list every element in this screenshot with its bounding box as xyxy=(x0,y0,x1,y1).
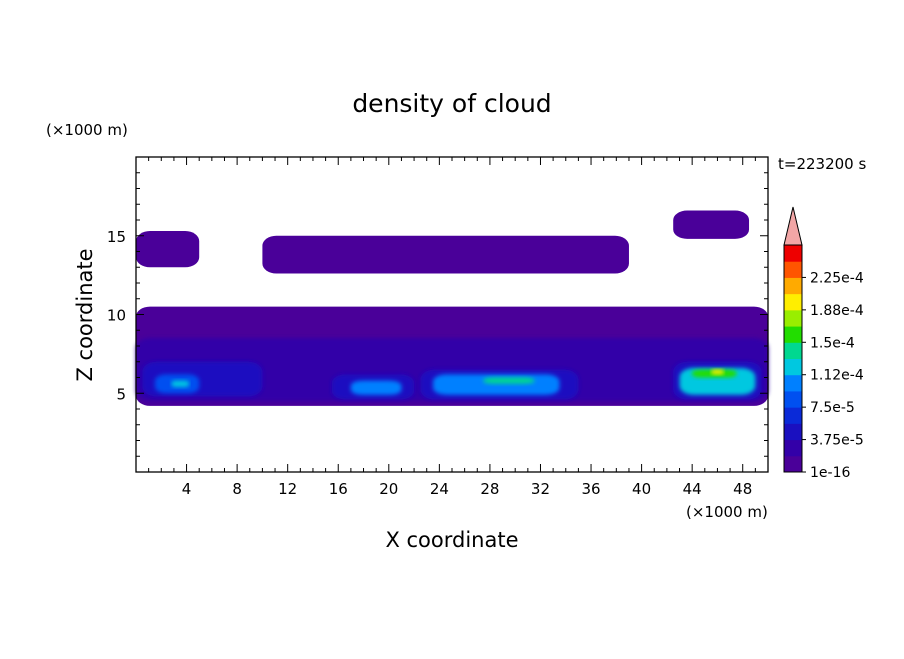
colorbar-label-3: 1.12e-4 xyxy=(810,368,864,384)
cloud-region-7 xyxy=(171,380,190,387)
x-tick-label-28: 28 xyxy=(480,480,499,498)
colorbar-label-0: 1e-16 xyxy=(810,465,850,481)
colorbar-segment-11 xyxy=(784,277,802,295)
colorbar-segment-13 xyxy=(784,245,802,262)
colorbar-label-6: 2.25e-4 xyxy=(810,270,864,286)
colorbar: 1e-16 3.75e-5 7.5e-5 1.12e-4 1.5e-4 1.88e-4 2.… xyxy=(783,206,864,481)
x-unit-label: (×1000 m) xyxy=(686,503,768,521)
colorbar-label-4: 1.5e-4 xyxy=(810,335,855,351)
time-label: t=223200 s xyxy=(778,155,866,173)
cloud-region-12 xyxy=(483,377,535,384)
colorbar-segment-8 xyxy=(784,326,802,343)
x-tick-label-12: 12 xyxy=(278,480,297,498)
cloud-region-1 xyxy=(136,231,200,268)
x-axis-title: X coordinate xyxy=(385,528,518,552)
colorbar-label-2: 7.5e-5 xyxy=(810,400,855,416)
cloud-region-9 xyxy=(350,380,402,395)
colorbar-label-5: 1.88e-4 xyxy=(810,303,864,319)
x-tick-label-36: 36 xyxy=(581,480,600,498)
colorbar-segment-10 xyxy=(784,293,802,311)
cloud-region-2 xyxy=(262,235,629,274)
cloud-region-16 xyxy=(711,369,724,375)
colorbar-segment-1 xyxy=(784,439,802,457)
colorbar-segment-0 xyxy=(784,455,802,473)
y-tick-label-5: 5 xyxy=(116,385,126,403)
colorbar-segment-3 xyxy=(784,407,802,424)
x-tick-label-32: 32 xyxy=(531,480,550,498)
colorbar-segment-4 xyxy=(784,390,802,408)
cloud-region-3 xyxy=(673,210,750,239)
colorbar-label-1: 3.75e-5 xyxy=(810,433,864,449)
chart-title: density of cloud xyxy=(352,89,551,118)
y-unit-label: (×1000 m) xyxy=(46,121,128,139)
colorbar-segment-2 xyxy=(784,423,802,441)
y-axis-title: Z coordinate xyxy=(73,248,97,381)
y-tick-label-10: 10 xyxy=(107,307,126,325)
colorbar-segment-12 xyxy=(784,261,802,278)
colorbar-segment-7 xyxy=(784,342,802,359)
cloud-region-11 xyxy=(433,374,560,395)
colorbar-frame xyxy=(783,244,803,473)
y-tick-label-15: 15 xyxy=(107,228,126,246)
x-tick-label-16: 16 xyxy=(329,480,348,498)
cloud-density-field xyxy=(136,210,768,406)
x-tick-label-20: 20 xyxy=(379,480,398,498)
x-tick-label-8: 8 xyxy=(232,480,242,498)
colorbar-segment-6 xyxy=(784,358,802,376)
x-tick-label-24: 24 xyxy=(430,480,449,498)
colorbar-segment-5 xyxy=(784,374,802,392)
x-tick-label-4: 4 xyxy=(182,480,192,498)
x-tick-label-44: 44 xyxy=(683,480,702,498)
colorbar-extend-triangle xyxy=(783,206,803,246)
x-tick-label-40: 40 xyxy=(632,480,651,498)
x-tick-label-48: 48 xyxy=(733,480,752,498)
colorbar-segment-9 xyxy=(784,309,802,327)
